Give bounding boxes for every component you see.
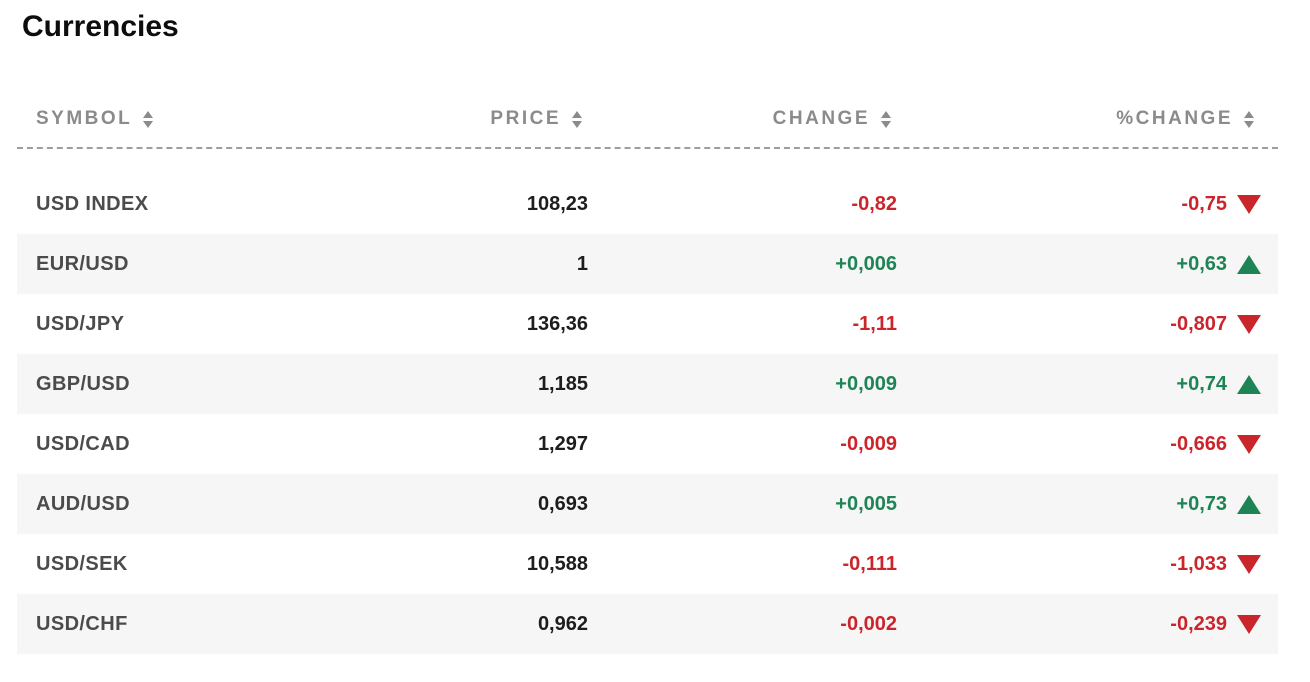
- column-header-price-label: PRICE: [490, 108, 561, 129]
- page-title: Currencies: [22, 10, 179, 43]
- change-value: -0,002: [840, 612, 897, 635]
- pct-change-value: -1,033: [1170, 552, 1227, 575]
- table-row[interactable]: GBP/USD 1,185 +0,009 +0,74: [17, 354, 1278, 414]
- price-value: 1,185: [537, 372, 588, 395]
- pct-change-cell: -0,239: [897, 613, 1278, 636]
- trend-down-icon: [1237, 434, 1261, 454]
- table-header-row: SYMBOL PRICE CHANGE %CHANGE: [17, 108, 1278, 149]
- column-header-pct-change[interactable]: %CHANGE: [897, 108, 1278, 130]
- change-value: -0,111: [842, 552, 897, 575]
- table-row[interactable]: EUR/USD 1 +0,006 +0,63: [17, 234, 1278, 294]
- pct-change-value: +0,63: [1176, 252, 1227, 275]
- table-row[interactable]: USD/JPY 136,36 -1,11 -0,807: [17, 294, 1278, 354]
- price-value: 108,23: [526, 192, 588, 215]
- table-row[interactable]: AUD/USD 0,693 +0,005 +0,73: [17, 474, 1278, 534]
- currencies-table: SYMBOL PRICE CHANGE %CHANGE USD INDEX 10…: [17, 108, 1278, 654]
- symbol-label: GBP/USD: [36, 372, 130, 395]
- column-header-pct-change-label: %CHANGE: [1116, 108, 1233, 129]
- table-row[interactable]: USD/CAD 1,297 -0,009 -0,666: [17, 414, 1278, 474]
- price-value: 0,693: [537, 492, 588, 515]
- price-value: 1: [576, 252, 588, 275]
- column-header-price[interactable]: PRICE: [317, 108, 588, 130]
- symbol-label: AUD/USD: [36, 492, 130, 515]
- table-row[interactable]: USD/CHF 0,962 -0,002 -0,239: [17, 594, 1278, 654]
- trend-down-icon: [1237, 614, 1261, 634]
- pct-change-cell: -1,033: [897, 553, 1278, 576]
- pct-change-cell: +0,74: [897, 373, 1278, 396]
- symbol-label: USD INDEX: [36, 192, 149, 215]
- trend-up-icon: [1237, 254, 1261, 274]
- price-value: 136,36: [526, 312, 588, 335]
- pct-change-value: +0,73: [1176, 492, 1227, 515]
- pct-change-value: -0,666: [1170, 432, 1227, 455]
- symbol-label: USD/CAD: [36, 432, 130, 455]
- change-value: -1,11: [852, 312, 897, 335]
- symbol-label: EUR/USD: [36, 252, 129, 275]
- price-value: 0,962: [537, 612, 588, 635]
- table-row[interactable]: USD INDEX 108,23 -0,82 -0,75: [17, 174, 1278, 234]
- change-value: -0,009: [840, 432, 897, 455]
- table-body: USD INDEX 108,23 -0,82 -0,75 EUR/USD 1 +…: [17, 174, 1278, 654]
- symbol-label: USD/SEK: [36, 552, 128, 575]
- column-header-symbol[interactable]: SYMBOL: [17, 108, 317, 130]
- pct-change-cell: +0,63: [897, 253, 1278, 276]
- symbol-label: USD/CHF: [36, 612, 128, 635]
- trend-down-icon: [1237, 314, 1261, 334]
- change-value: -0,82: [851, 192, 897, 215]
- trend-down-icon: [1237, 554, 1261, 574]
- sort-arrows-icon[interactable]: [881, 110, 891, 128]
- sort-arrows-icon[interactable]: [572, 110, 582, 128]
- trend-up-icon: [1237, 374, 1261, 394]
- column-header-change-label: CHANGE: [772, 108, 870, 129]
- pct-change-cell: +0,73: [897, 493, 1278, 516]
- sort-arrows-icon[interactable]: [143, 110, 154, 128]
- pct-change-value: -0,807: [1170, 312, 1227, 335]
- price-value: 1,297: [537, 432, 588, 455]
- table-row[interactable]: USD/SEK 10,588 -0,111 -1,033: [17, 534, 1278, 594]
- pct-change-value: -0,239: [1170, 612, 1227, 635]
- change-value: +0,005: [835, 492, 897, 515]
- pct-change-cell: -0,807: [897, 313, 1278, 336]
- column-header-change[interactable]: CHANGE: [588, 108, 897, 130]
- change-value: +0,009: [835, 372, 897, 395]
- pct-change-value: -0,75: [1181, 192, 1227, 215]
- pct-change-cell: -0,666: [897, 433, 1278, 456]
- change-value: +0,006: [835, 252, 897, 275]
- trend-up-icon: [1237, 494, 1261, 514]
- symbol-label: USD/JPY: [36, 312, 125, 335]
- price-value: 10,588: [526, 552, 588, 575]
- pct-change-value: +0,74: [1176, 372, 1227, 395]
- sort-arrows-icon[interactable]: [1244, 110, 1254, 128]
- trend-down-icon: [1237, 194, 1261, 214]
- column-header-symbol-label: SYMBOL: [36, 108, 133, 129]
- pct-change-cell: -0,75: [897, 193, 1278, 216]
